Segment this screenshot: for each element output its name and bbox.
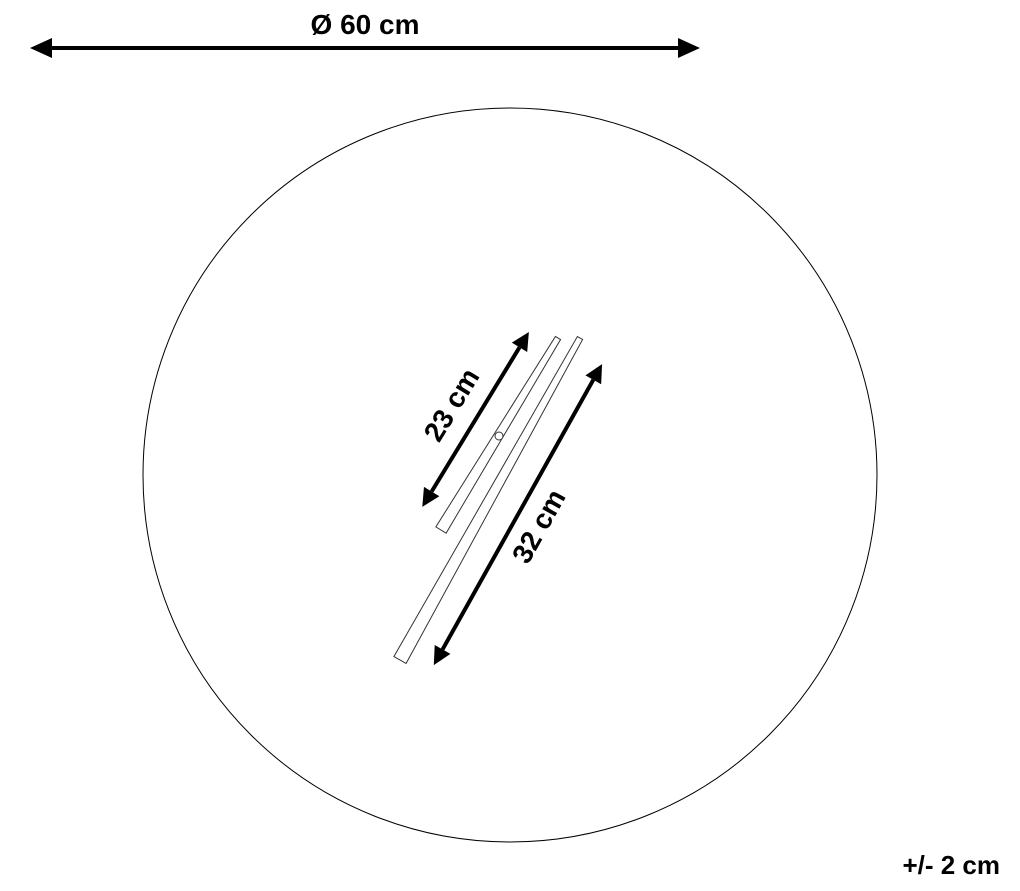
minute-hand-dimension-label: 32 cm: [506, 484, 572, 568]
hour-hand-dimension-label: 23 cm: [418, 363, 486, 447]
diameter-dimension-arrow: [30, 38, 700, 58]
diameter-label: Ø 60 cm: [311, 9, 420, 40]
clock-face-outline: [143, 108, 877, 842]
hands-pivot: [495, 432, 503, 440]
diagram-stage: Ø 60 cm 23 cm 32 cm +/- 2 cm: [0, 0, 1020, 891]
tolerance-label: +/- 2 cm: [902, 850, 1000, 881]
dimension-diagram: Ø 60 cm 23 cm 32 cm: [0, 0, 1020, 891]
